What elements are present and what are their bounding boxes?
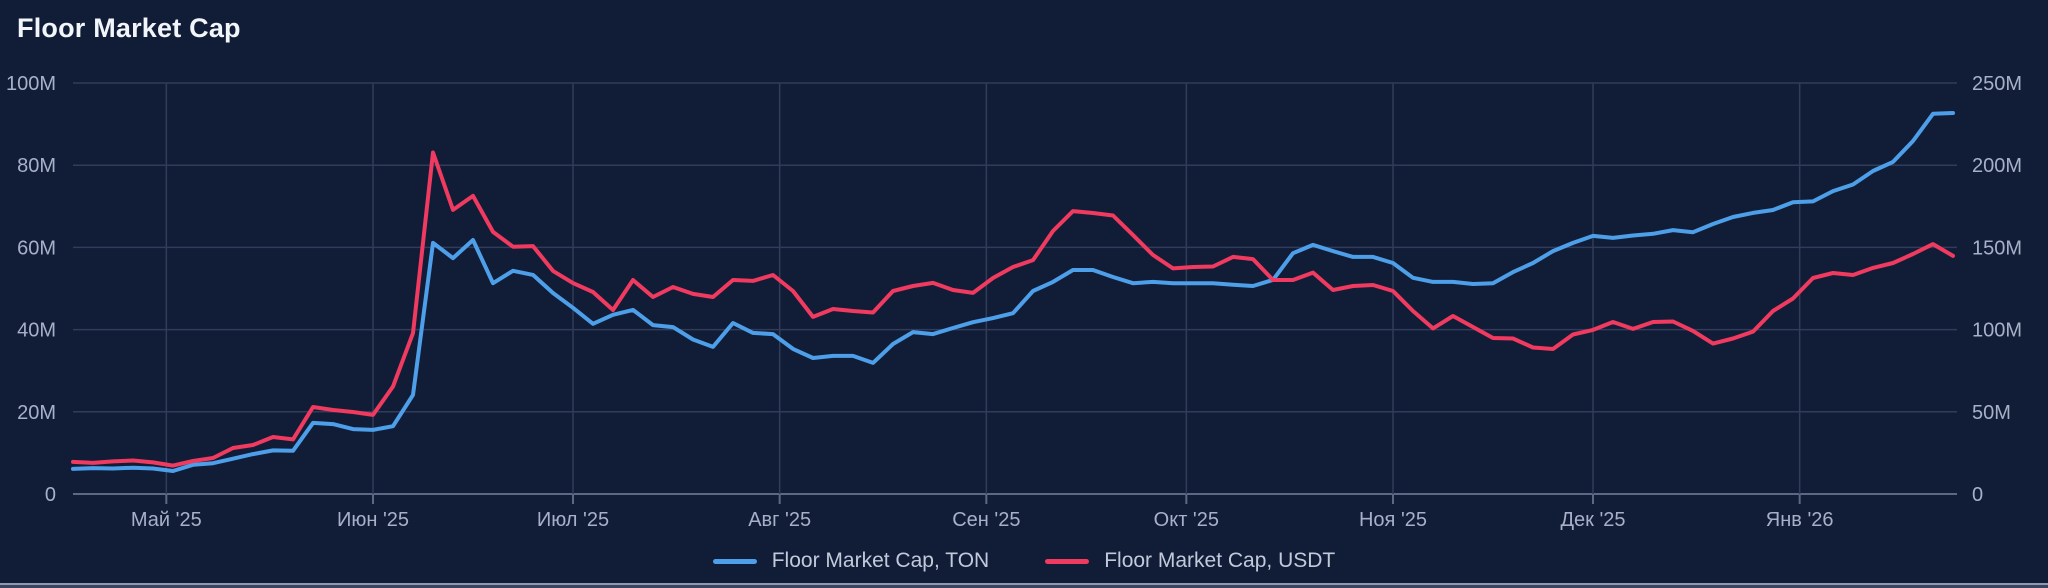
chart-legend: Floor Market Cap, TON Floor Market Cap, … bbox=[0, 549, 2048, 573]
x-axis-tick-label: Май '25 bbox=[131, 509, 202, 531]
right-axis-tick-label: 200M bbox=[1972, 155, 2022, 177]
left-axis-labels: 0 20M 40M 60M 80M 100M bbox=[6, 73, 56, 506]
usdt-series-line bbox=[71, 150, 1955, 468]
legend-label-ton: Floor Market Cap, TON bbox=[771, 549, 990, 572]
right-axis-tick-label: 150M bbox=[1972, 237, 2022, 259]
legend-label-usdt: Floor Market Cap, USDT bbox=[1104, 549, 1336, 572]
legend-item-usdt[interactable]: Floor Market Cap, USDT bbox=[1045, 549, 1335, 573]
left-axis-tick-label: 0 bbox=[45, 484, 56, 506]
left-axis-tick-label: 20M bbox=[17, 402, 56, 424]
x-axis-tick-label: Янв '26 bbox=[1766, 509, 1834, 531]
right-axis-tick-label: 0 bbox=[1972, 484, 1983, 506]
right-axis-tick-label: 50M bbox=[1972, 402, 2011, 424]
v-gridlines bbox=[165, 83, 1801, 504]
usdt-line-swatch-icon bbox=[1045, 558, 1090, 564]
chart-title: Floor Market Cap bbox=[17, 13, 241, 43]
bottom-panel-edge bbox=[0, 583, 2048, 588]
h-gridlines bbox=[73, 82, 1957, 495]
left-axis-tick-label: 40M bbox=[17, 320, 56, 342]
legend-item-ton[interactable]: Floor Market Cap, TON bbox=[712, 549, 990, 573]
left-axis-tick-label: 60M bbox=[17, 237, 56, 259]
x-axis-tick-label: Июл '25 bbox=[537, 509, 609, 531]
x-axis-tick-label: Ноя '25 bbox=[1359, 509, 1427, 531]
left-axis-tick-label: 100M bbox=[6, 73, 56, 95]
x-axis-tick-label: Окт '25 bbox=[1154, 509, 1219, 531]
x-axis-tick-label: Дек '25 bbox=[1560, 509, 1625, 531]
x-axis-tick-label: Авг '25 bbox=[748, 509, 811, 531]
x-axis-labels: Май '25 Июн '25 Июл '25 Авг '25 Сен '25 Окт '… bbox=[131, 509, 1834, 531]
ton-series-line bbox=[71, 111, 1955, 473]
x-axis-tick-label: Сен '25 bbox=[952, 509, 1020, 531]
x-axis-tick-label: Июн '25 bbox=[337, 509, 409, 531]
right-axis-tick-label: 100M bbox=[1972, 320, 2022, 342]
ton-line-swatch-icon bbox=[712, 558, 757, 564]
right-axis-tick-label: 250M bbox=[1972, 73, 2022, 95]
right-axis-labels: 0 50M 100M 150M 200M 250M bbox=[1972, 73, 2022, 506]
left-axis-tick-label: 80M bbox=[17, 155, 56, 177]
